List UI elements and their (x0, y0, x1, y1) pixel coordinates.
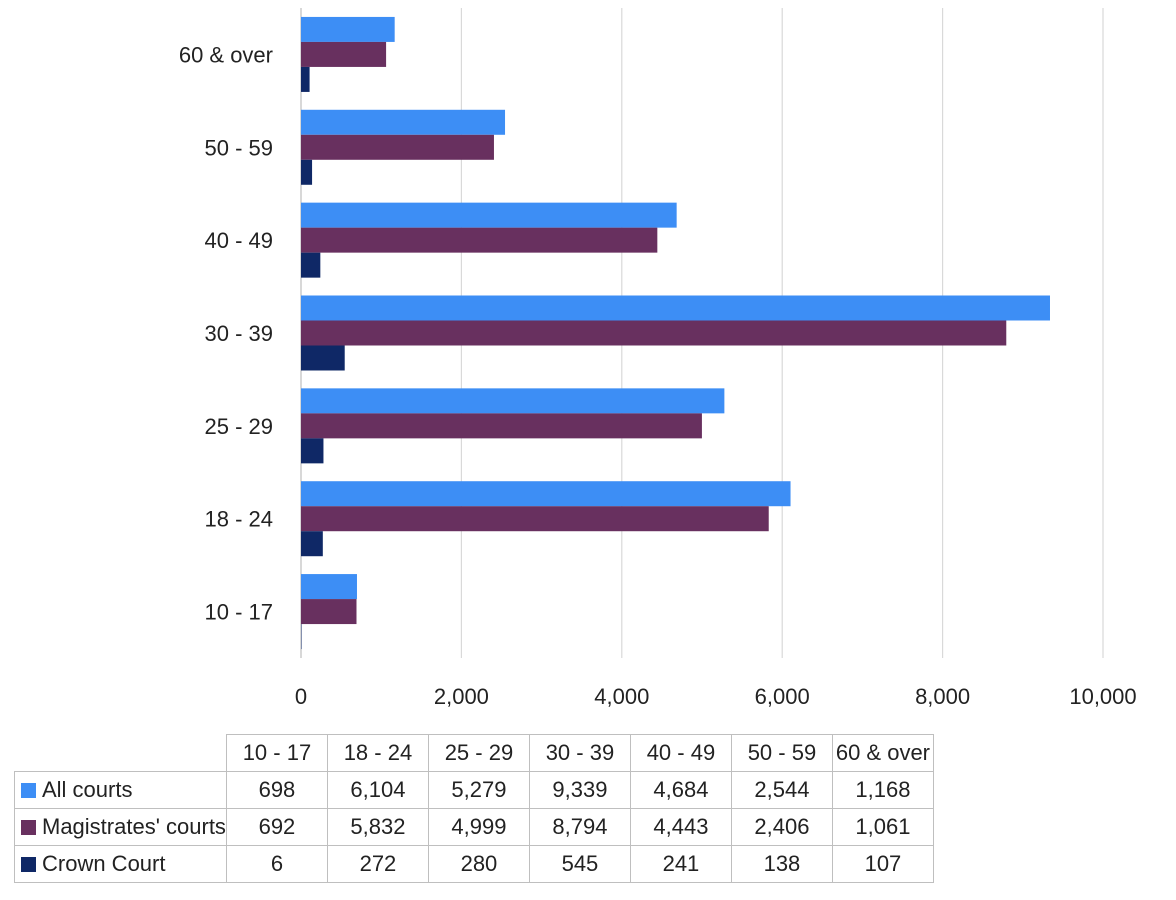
table-cell: 1,168 (831, 771, 934, 809)
legend-label: All courts (42, 777, 133, 802)
bar (301, 295, 1050, 321)
bar (301, 481, 791, 507)
table-cell: 280 (427, 845, 530, 883)
x-tick-label: 4,000 (594, 684, 649, 709)
bar (301, 345, 345, 371)
bar (301, 413, 702, 439)
table-row: All courts 698 6,104 5,279 9,339 4,684 2,544 1,… (14, 771, 934, 809)
table-cell: 4,443 (629, 808, 732, 846)
category-label: 50 - 59 (205, 135, 274, 160)
legend-label: Magistrates' courts (42, 814, 226, 839)
table-cell: 5,279 (427, 771, 530, 809)
table-column-header: 30 - 39 (528, 734, 631, 772)
legend-entry: All courts (14, 771, 227, 809)
table-cell: 2,406 (730, 808, 833, 846)
table-column-header: 10 - 17 (225, 734, 328, 772)
bar (301, 574, 357, 600)
table-cell: 6 (225, 845, 328, 883)
bar (301, 16, 395, 42)
table-cell: 4,684 (629, 771, 732, 809)
bar (301, 599, 357, 625)
category-label: 18 - 24 (205, 507, 274, 532)
table-cell: 698 (225, 771, 328, 809)
table-column-header: 40 - 49 (629, 734, 732, 772)
x-tick-label: 0 (295, 684, 307, 709)
bar (301, 320, 1007, 346)
table-cell: 692 (225, 808, 328, 846)
bar (301, 252, 321, 278)
bar (301, 531, 323, 557)
bar-chart: 10 - 17 18 - 24 25 - 29 30 - 39 40 - 49 50 - … (179, 8, 1137, 709)
category-label: 25 - 29 (205, 414, 274, 439)
table-cell: 4,999 (427, 808, 530, 846)
table-cell: 6,104 (326, 771, 429, 809)
bar (301, 159, 313, 185)
table-cell: 2,544 (730, 771, 833, 809)
legend-label: Crown Court (42, 851, 166, 876)
x-tick-label: 2,000 (434, 684, 489, 709)
legend-swatch (21, 857, 36, 872)
table-cell: 107 (831, 845, 934, 883)
bar (301, 438, 324, 464)
table-column-header: 50 - 59 (730, 734, 833, 772)
bar (301, 134, 494, 160)
table-cell: 1,061 (831, 808, 934, 846)
legend-swatch (21, 783, 36, 798)
data-table: 10 - 17 18 - 24 25 - 29 30 - 39 40 - 49 50 - … (14, 734, 934, 883)
table-cell: 9,339 (528, 771, 631, 809)
table-cell: 241 (629, 845, 732, 883)
category-label: 60 & over (179, 42, 273, 67)
bar (301, 202, 677, 228)
table-cell: 138 (730, 845, 833, 883)
table-column-header: 60 & over (831, 734, 934, 772)
legend-entry: Magistrates' courts (14, 808, 227, 846)
bar (301, 388, 725, 414)
table-cell: 545 (528, 845, 631, 883)
x-tick-label: 6,000 (755, 684, 810, 709)
table-column-header: 18 - 24 (326, 734, 429, 772)
table-cell: 8,794 (528, 808, 631, 846)
bar (301, 227, 658, 253)
bar (301, 506, 769, 532)
legend-entry: Crown Court (14, 845, 227, 883)
table-cell: 272 (326, 845, 429, 883)
legend-swatch (21, 820, 36, 835)
x-tick-label: 10,000 (1069, 684, 1136, 709)
category-label: 40 - 49 (205, 228, 274, 253)
table-cell: 5,832 (326, 808, 429, 846)
category-label: 10 - 17 (205, 600, 274, 625)
table-column-header: 25 - 29 (427, 734, 530, 772)
x-tick-label: 8,000 (915, 684, 970, 709)
category-label: 30 - 39 (205, 321, 274, 346)
bar (301, 109, 506, 135)
table-corner (14, 734, 227, 772)
table-row: Crown Court 6 272 280 545 241 138 107 (14, 845, 934, 883)
table-row: Magistrates' courts 692 5,832 4,999 8,794 4,4… (14, 808, 934, 846)
bar (301, 41, 387, 67)
bar (301, 66, 310, 92)
